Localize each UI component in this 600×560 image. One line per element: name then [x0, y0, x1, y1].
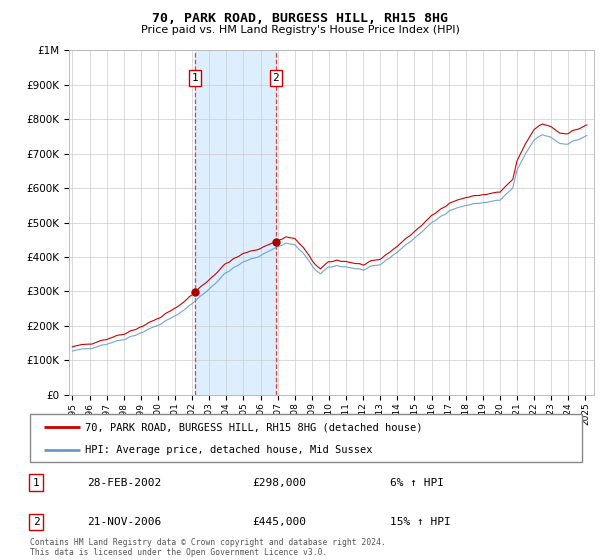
- Text: 2: 2: [272, 73, 279, 83]
- Text: Contains HM Land Registry data © Crown copyright and database right 2024.
This d: Contains HM Land Registry data © Crown c…: [30, 538, 386, 557]
- Text: £298,000: £298,000: [252, 478, 306, 488]
- Text: 1: 1: [32, 478, 40, 488]
- Text: 1: 1: [191, 73, 198, 83]
- Text: 70, PARK ROAD, BURGESS HILL, RH15 8HG (detached house): 70, PARK ROAD, BURGESS HILL, RH15 8HG (d…: [85, 422, 422, 432]
- Bar: [194, 50, 276, 395]
- Text: 28-FEB-2002: 28-FEB-2002: [87, 478, 161, 488]
- Text: 6% ↑ HPI: 6% ↑ HPI: [390, 478, 444, 488]
- Text: 15% ↑ HPI: 15% ↑ HPI: [390, 517, 451, 527]
- Text: Price paid vs. HM Land Registry's House Price Index (HPI): Price paid vs. HM Land Registry's House …: [140, 25, 460, 35]
- Text: HPI: Average price, detached house, Mid Sussex: HPI: Average price, detached house, Mid …: [85, 445, 373, 455]
- Text: £445,000: £445,000: [252, 517, 306, 527]
- Text: 2: 2: [32, 517, 40, 527]
- Text: 21-NOV-2006: 21-NOV-2006: [87, 517, 161, 527]
- Text: 70, PARK ROAD, BURGESS HILL, RH15 8HG: 70, PARK ROAD, BURGESS HILL, RH15 8HG: [152, 12, 448, 25]
